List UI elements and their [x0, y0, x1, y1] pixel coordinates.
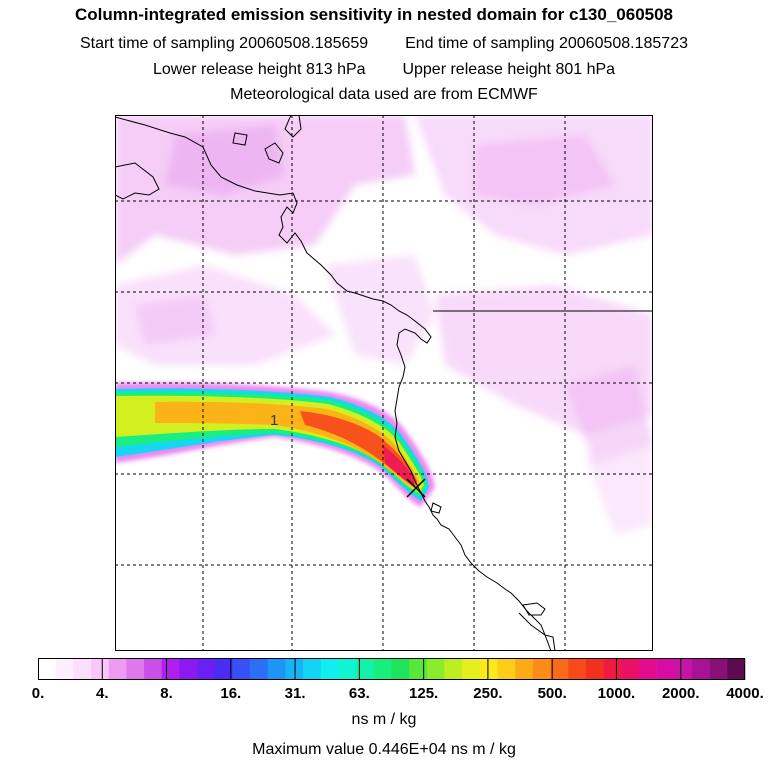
colorbar-cell	[108, 659, 127, 680]
colorbar-tick-label: 63.	[348, 685, 370, 702]
colorbar-tick-label: 0.	[31, 685, 45, 702]
colorbar-cell	[444, 659, 463, 680]
colorbar-cell	[356, 659, 375, 680]
upper-release-value: 801 hPa	[555, 61, 616, 78]
map-plot: 1	[115, 115, 653, 651]
lower-release-value: 813 hPa	[305, 61, 366, 78]
colorbar-cell	[391, 659, 410, 680]
colorbar-cell	[727, 659, 746, 680]
colorbar-cell	[709, 659, 728, 680]
colorbar-cell	[568, 659, 587, 680]
colorbar-tick-label: 2000.	[661, 685, 700, 702]
colorbar-cell	[674, 659, 693, 680]
colorbar-tick-label: 4.	[96, 685, 109, 702]
colorbar-cell	[320, 659, 339, 680]
maximum-value-label: Maximum value	[252, 741, 365, 758]
colorbar-cell	[338, 659, 357, 680]
colorbar-cell	[550, 659, 569, 680]
colorbar-cell	[91, 659, 109, 680]
colorbar-cell	[267, 659, 286, 680]
colorbar-cell	[161, 659, 180, 680]
sampling-times-line: Start time of sampling 20060508.185659 E…	[0, 35, 768, 53]
colorbar-tick-label: 8.	[160, 685, 173, 702]
colorbar-cell	[426, 659, 445, 680]
maximum-value-line: Maximum value 0.446E+04 ns m / kg	[0, 741, 768, 759]
plot-title: Column-integrated emission sensitivity i…	[74, 5, 674, 24]
colorbar-cell	[214, 659, 233, 680]
colorbar-tick-label: 31.	[284, 685, 306, 702]
colorbar-cell	[462, 659, 481, 680]
colorbar-unit: ns m / kg	[351, 711, 417, 728]
maximum-value: 0.446E+04 ns m / kg	[368, 741, 516, 758]
colorbar-cell	[38, 659, 56, 680]
colorbar-tick-label: 16.	[220, 685, 242, 702]
colorbar-cell	[656, 659, 675, 680]
start-time-value: 20060508.185659	[239, 35, 369, 52]
colorbar-cell	[144, 659, 163, 680]
end-time-value: 20060508.185723	[558, 35, 688, 52]
colorbar-cell	[303, 659, 322, 680]
lat-lon-grid	[115, 115, 653, 651]
colorbar-cell	[532, 659, 551, 680]
colorbar-cell	[638, 659, 657, 680]
colorbar-cell	[585, 659, 604, 680]
colorbar-cell	[126, 659, 145, 680]
release-heights-line: Lower release height 813 hPa Upper relea…	[0, 61, 768, 79]
colorbar-cell	[232, 659, 251, 680]
colorbar-tick-label: 4000.	[726, 685, 764, 702]
background-sensitivity	[115, 115, 653, 535]
colorbar-tick-label: 1000.	[597, 685, 636, 702]
colorbar-cell	[373, 659, 392, 680]
colorbar-tick-label: 250.	[473, 685, 503, 702]
colorbar-tick-label: 125.	[409, 685, 439, 702]
colorbar-cell	[179, 659, 198, 680]
colorbar	[38, 658, 746, 680]
colorbar-cell	[409, 659, 428, 680]
colorbar-cell	[197, 659, 216, 680]
plume-contour-label: 1	[270, 412, 278, 429]
met-data-line: Meteorological data used are from ECMWF	[230, 86, 538, 103]
colorbar-cell	[603, 659, 622, 680]
colorbar-cell	[621, 659, 640, 680]
colorbar-cell	[497, 659, 516, 680]
colorbar-cell	[250, 659, 269, 680]
start-time-label: Start time of sampling	[79, 35, 235, 52]
end-time-label: End time of sampling	[405, 35, 555, 52]
emission-plume	[115, 382, 435, 507]
colorbar-cell	[515, 659, 534, 680]
colorbar-cell	[73, 659, 92, 680]
colorbar-cell	[691, 659, 710, 680]
upper-release-label: Upper release height	[402, 61, 551, 78]
colorbar-cell	[285, 659, 304, 680]
lower-release-label: Lower release height	[152, 61, 302, 78]
colorbar-tick-label: 500.	[537, 685, 567, 702]
release-location-marker	[406, 478, 426, 498]
colorbar-cell	[55, 659, 74, 680]
colorbar-cell	[479, 659, 498, 680]
map-frame	[115, 115, 653, 651]
